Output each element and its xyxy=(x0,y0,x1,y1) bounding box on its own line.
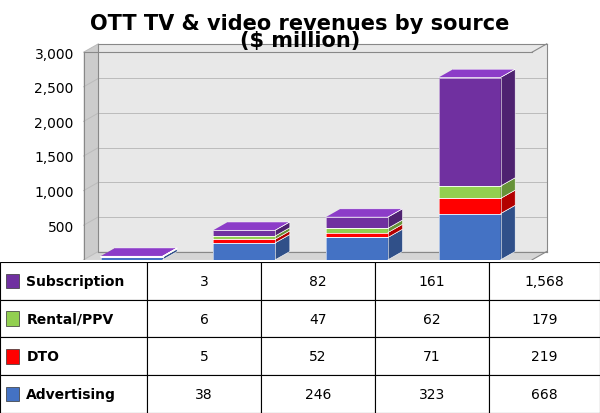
Text: Subscription: Subscription xyxy=(26,274,125,288)
Text: 82: 82 xyxy=(309,274,327,288)
Polygon shape xyxy=(326,233,388,238)
Polygon shape xyxy=(101,249,177,257)
Text: DTO: DTO xyxy=(26,349,59,363)
Bar xyxy=(6,312,19,326)
Polygon shape xyxy=(83,45,98,260)
Text: 246: 246 xyxy=(305,387,331,401)
Text: OTT TV & video revenues by source: OTT TV & video revenues by source xyxy=(91,14,509,34)
Polygon shape xyxy=(388,221,403,233)
Polygon shape xyxy=(326,229,388,233)
Polygon shape xyxy=(213,228,290,236)
Bar xyxy=(6,274,19,288)
Text: 38: 38 xyxy=(195,387,213,401)
Text: 3: 3 xyxy=(200,274,208,288)
Text: 668: 668 xyxy=(531,387,558,401)
Bar xyxy=(261,338,375,375)
Polygon shape xyxy=(275,231,290,243)
Bar xyxy=(489,300,600,338)
Bar xyxy=(0,338,147,375)
Polygon shape xyxy=(275,223,290,236)
Polygon shape xyxy=(213,223,290,231)
Polygon shape xyxy=(83,252,547,260)
Polygon shape xyxy=(163,249,177,257)
Bar xyxy=(0,375,147,413)
Bar xyxy=(261,262,375,300)
Polygon shape xyxy=(101,258,163,260)
Polygon shape xyxy=(326,221,403,229)
Bar xyxy=(0,262,147,300)
Bar xyxy=(261,300,375,338)
Polygon shape xyxy=(326,230,403,238)
Text: ($ million): ($ million) xyxy=(240,31,360,51)
Polygon shape xyxy=(500,191,515,214)
Polygon shape xyxy=(388,230,403,260)
Bar xyxy=(375,262,489,300)
Text: 52: 52 xyxy=(309,349,327,363)
Polygon shape xyxy=(439,191,515,199)
Polygon shape xyxy=(326,238,388,260)
Bar xyxy=(147,375,261,413)
Bar xyxy=(375,338,489,375)
Polygon shape xyxy=(500,178,515,199)
Bar xyxy=(489,338,600,375)
Bar xyxy=(147,338,261,375)
Polygon shape xyxy=(326,209,403,218)
Text: 179: 179 xyxy=(531,312,558,326)
Polygon shape xyxy=(439,206,515,214)
Bar xyxy=(147,262,261,300)
Bar xyxy=(6,387,19,401)
Bar xyxy=(147,300,261,338)
Polygon shape xyxy=(101,249,177,257)
Polygon shape xyxy=(163,249,177,258)
Text: 62: 62 xyxy=(423,312,441,326)
Bar xyxy=(489,375,600,413)
Bar xyxy=(0,300,147,338)
Text: 219: 219 xyxy=(531,349,558,363)
Bar xyxy=(375,300,489,338)
Polygon shape xyxy=(275,228,290,240)
Text: 5: 5 xyxy=(200,349,208,363)
Polygon shape xyxy=(213,243,275,260)
Polygon shape xyxy=(500,70,515,187)
Polygon shape xyxy=(326,225,403,233)
Polygon shape xyxy=(213,235,290,243)
Bar xyxy=(375,375,489,413)
Text: 6: 6 xyxy=(200,312,208,326)
Polygon shape xyxy=(213,236,275,240)
Text: 1,568: 1,568 xyxy=(524,274,565,288)
Polygon shape xyxy=(101,249,177,258)
Text: 161: 161 xyxy=(419,274,445,288)
Text: Advertising: Advertising xyxy=(26,387,116,401)
Polygon shape xyxy=(439,214,500,260)
Polygon shape xyxy=(439,199,500,214)
Polygon shape xyxy=(275,235,290,260)
Text: 71: 71 xyxy=(423,349,441,363)
Polygon shape xyxy=(500,206,515,260)
Polygon shape xyxy=(388,225,403,238)
Bar xyxy=(489,262,600,300)
Polygon shape xyxy=(163,249,177,260)
Text: 323: 323 xyxy=(419,387,445,401)
Polygon shape xyxy=(213,231,290,240)
Polygon shape xyxy=(163,248,177,257)
Bar xyxy=(6,349,19,363)
Text: 47: 47 xyxy=(309,312,327,326)
Polygon shape xyxy=(388,209,403,229)
Polygon shape xyxy=(101,248,177,256)
Polygon shape xyxy=(98,45,547,252)
Polygon shape xyxy=(439,187,500,199)
Polygon shape xyxy=(326,218,388,229)
Polygon shape xyxy=(213,231,275,236)
Polygon shape xyxy=(213,240,275,243)
Polygon shape xyxy=(439,78,500,187)
Polygon shape xyxy=(439,70,515,78)
Bar xyxy=(261,375,375,413)
Polygon shape xyxy=(439,178,515,187)
Text: Rental/PPV: Rental/PPV xyxy=(26,312,113,326)
